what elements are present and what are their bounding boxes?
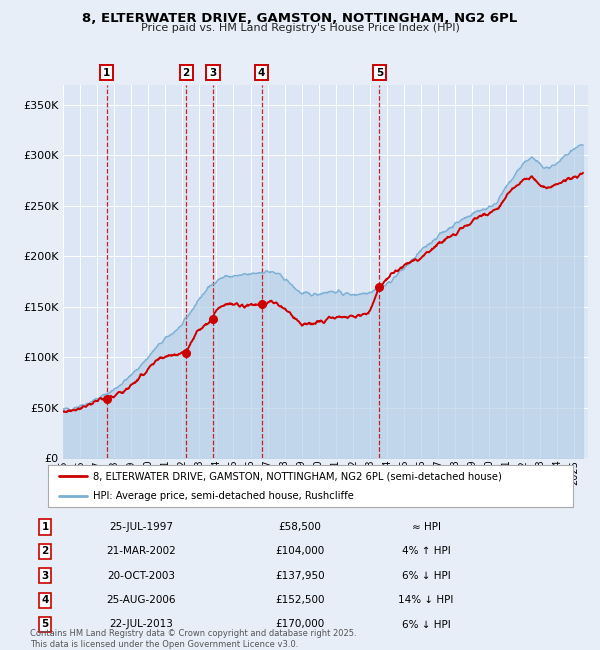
Text: 8, ELTERWATER DRIVE, GAMSTON, NOTTINGHAM, NG2 6PL (semi-detached house): 8, ELTERWATER DRIVE, GAMSTON, NOTTINGHAM… [92, 471, 502, 481]
Text: 4% ↑ HPI: 4% ↑ HPI [401, 547, 451, 556]
Text: Contains HM Land Registry data © Crown copyright and database right 2025.
This d: Contains HM Land Registry data © Crown c… [30, 629, 356, 649]
Text: 21-MAR-2002: 21-MAR-2002 [106, 547, 176, 556]
Text: 20-OCT-2003: 20-OCT-2003 [107, 571, 175, 580]
Text: 5: 5 [41, 619, 49, 629]
Text: 4: 4 [258, 68, 265, 77]
Text: 4: 4 [41, 595, 49, 605]
Text: £58,500: £58,500 [278, 522, 322, 532]
Text: 6% ↓ HPI: 6% ↓ HPI [401, 619, 451, 629]
Text: 25-AUG-2006: 25-AUG-2006 [106, 595, 176, 605]
Text: 3: 3 [41, 571, 49, 580]
Text: 1: 1 [103, 68, 110, 77]
Text: £137,950: £137,950 [275, 571, 325, 580]
Text: HPI: Average price, semi-detached house, Rushcliffe: HPI: Average price, semi-detached house,… [92, 491, 353, 500]
Text: ≈ HPI: ≈ HPI [412, 522, 440, 532]
Text: 5: 5 [376, 68, 383, 77]
Text: 22-JUL-2013: 22-JUL-2013 [109, 619, 173, 629]
Text: £104,000: £104,000 [275, 547, 325, 556]
Text: £170,000: £170,000 [275, 619, 325, 629]
Text: Price paid vs. HM Land Registry's House Price Index (HPI): Price paid vs. HM Land Registry's House … [140, 23, 460, 33]
Text: 2: 2 [182, 68, 190, 77]
Text: 25-JUL-1997: 25-JUL-1997 [109, 522, 173, 532]
Text: 3: 3 [209, 68, 217, 77]
Text: 1: 1 [41, 522, 49, 532]
Text: 6% ↓ HPI: 6% ↓ HPI [401, 571, 451, 580]
Text: 2: 2 [41, 547, 49, 556]
Text: 14% ↓ HPI: 14% ↓ HPI [398, 595, 454, 605]
Text: £152,500: £152,500 [275, 595, 325, 605]
Text: 8, ELTERWATER DRIVE, GAMSTON, NOTTINGHAM, NG2 6PL: 8, ELTERWATER DRIVE, GAMSTON, NOTTINGHAM… [82, 12, 518, 25]
